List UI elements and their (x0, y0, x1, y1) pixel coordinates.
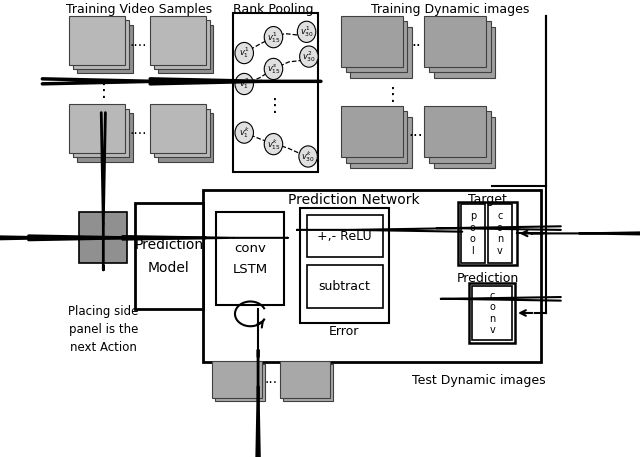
Text: p
o
o
l: p o o l (470, 211, 476, 256)
Bar (424, 16, 486, 67)
Text: Rank Pooling: Rank Pooling (233, 3, 314, 16)
Text: $v^1_{30}$: $v^1_{30}$ (300, 24, 314, 39)
Text: ⋮: ⋮ (266, 97, 284, 115)
Text: $v^s_{15}$: $v^s_{15}$ (266, 62, 280, 76)
Text: Placing side
panel is the
next Action: Placing side panel is the next Action (68, 305, 138, 354)
Text: ⋮: ⋮ (95, 82, 113, 100)
Text: $v^2_1$: $v^2_1$ (239, 76, 250, 91)
Bar (70, 16, 125, 64)
Circle shape (235, 122, 253, 143)
Bar (307, 265, 383, 308)
Bar (234, 13, 318, 172)
Bar (74, 109, 129, 157)
Bar (472, 287, 512, 340)
Text: subtract: subtract (318, 280, 371, 293)
Bar (135, 203, 203, 309)
Bar (429, 21, 491, 73)
Circle shape (298, 21, 316, 43)
Text: $v^1_1$: $v^1_1$ (239, 46, 250, 60)
Text: Training Dynamic images: Training Dynamic images (371, 3, 530, 16)
Text: conv
LSTM: conv LSTM (233, 242, 268, 276)
Bar (351, 117, 412, 168)
Text: Prediction
Model: Prediction Model (134, 238, 204, 275)
Text: Target: Target (468, 193, 507, 206)
Text: ....: .... (130, 123, 147, 137)
Text: ..: .. (411, 34, 420, 49)
Bar (158, 113, 213, 162)
Text: ...: ... (264, 372, 278, 386)
Bar (461, 204, 485, 263)
Bar (300, 208, 389, 323)
Bar (341, 16, 403, 67)
Bar (424, 106, 486, 157)
Bar (346, 21, 408, 73)
Text: ....: .... (130, 35, 147, 48)
Bar (215, 364, 265, 401)
Bar (307, 215, 383, 257)
Bar (79, 212, 127, 264)
Text: c
o
n
v: c o n v (497, 211, 503, 256)
Circle shape (235, 74, 253, 95)
Text: $v^k_1$: $v^k_1$ (239, 125, 250, 140)
Bar (150, 16, 205, 64)
Bar (341, 106, 403, 157)
Text: $v^2_{30}$: $v^2_{30}$ (302, 49, 316, 64)
Bar (283, 364, 333, 401)
Bar (434, 27, 495, 78)
Circle shape (235, 43, 253, 64)
Bar (77, 113, 132, 162)
Bar (434, 117, 495, 168)
Bar (488, 204, 512, 263)
Bar (458, 202, 516, 265)
Text: +,- ReLU: +,- ReLU (317, 229, 372, 243)
Text: $v^k_{15}$: $v^k_{15}$ (266, 137, 280, 152)
Bar (154, 20, 209, 69)
Circle shape (264, 27, 283, 48)
Text: $v^k_{30}$: $v^k_{30}$ (301, 149, 315, 164)
Circle shape (300, 46, 318, 67)
Bar (280, 361, 330, 398)
Bar (346, 112, 408, 163)
Bar (70, 104, 125, 153)
Bar (469, 283, 515, 343)
Text: ...: ... (408, 124, 423, 139)
Bar (158, 25, 213, 74)
Text: c
o
n
v: c o n v (489, 291, 495, 335)
Bar (429, 112, 491, 163)
Circle shape (264, 58, 283, 80)
Bar (216, 212, 284, 305)
Bar (351, 27, 412, 78)
Bar (77, 25, 132, 74)
Text: Prediction: Prediction (456, 272, 518, 285)
Bar (212, 361, 262, 398)
Bar (150, 104, 205, 153)
Circle shape (299, 146, 317, 167)
Bar (74, 20, 129, 69)
Text: Error: Error (329, 325, 360, 338)
Text: ⋮: ⋮ (384, 86, 402, 105)
Text: Prediction Network: Prediction Network (289, 193, 420, 207)
Circle shape (264, 133, 283, 155)
Text: Test Dynamic images: Test Dynamic images (412, 374, 546, 387)
Text: Training Video Samples: Training Video Samples (66, 3, 212, 16)
Bar (154, 109, 209, 157)
Text: $v^1_{15}$: $v^1_{15}$ (266, 30, 280, 45)
Bar (203, 190, 541, 362)
